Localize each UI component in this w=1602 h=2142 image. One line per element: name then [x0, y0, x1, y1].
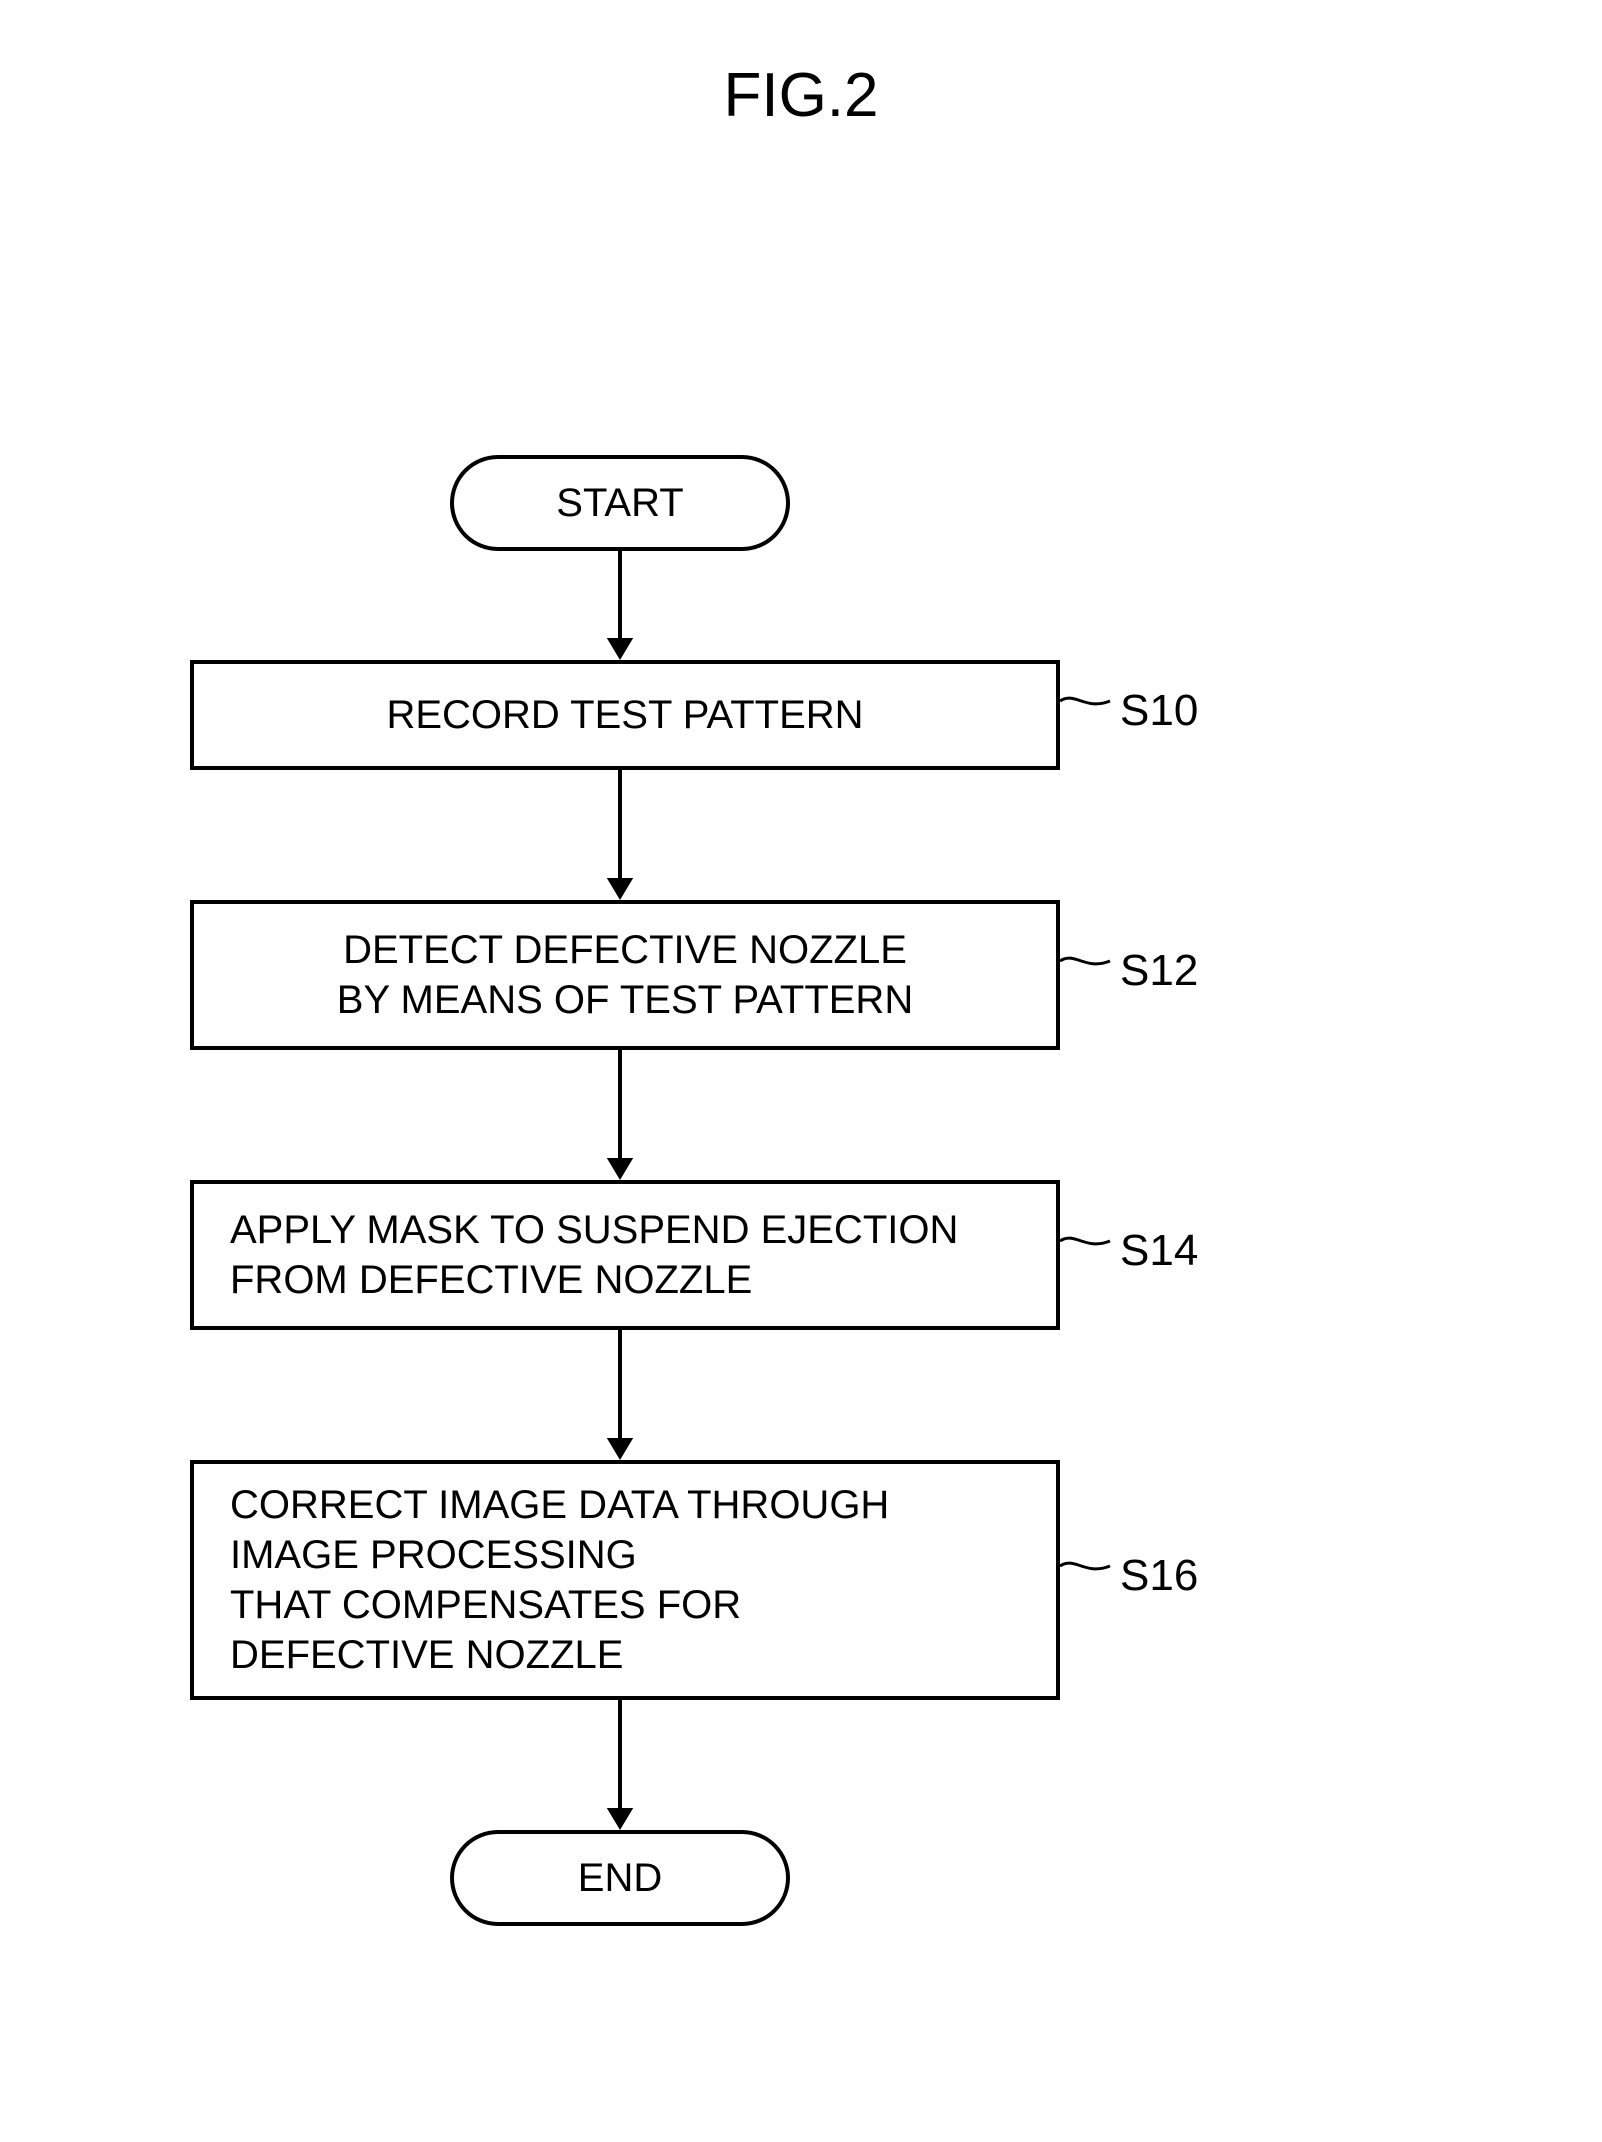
process-correct-image-data: CORRECT IMAGE DATA THROUGHIMAGE PROCESSI… — [190, 1460, 1060, 1700]
step-label-s16: S16 — [1120, 1551, 1198, 1601]
diagram-canvas: FIG.2 START RECORD TEST PATTERN DETECT D… — [0, 0, 1602, 2142]
arrow-layer — [0, 0, 1602, 2142]
figure-title: FIG.2 — [723, 60, 878, 131]
process-apply-mask: APPLY MASK TO SUSPEND EJECTIONFROM DEFEC… — [190, 1180, 1060, 1330]
process-text: APPLY MASK TO SUSPEND EJECTIONFROM DEFEC… — [194, 1205, 994, 1305]
process-text: CORRECT IMAGE DATA THROUGHIMAGE PROCESSI… — [194, 1480, 925, 1680]
start-terminal: START — [450, 455, 790, 551]
process-text: RECORD TEST PATTERN — [350, 690, 899, 740]
start-label: START — [556, 481, 683, 526]
end-label: END — [578, 1856, 662, 1901]
step-label-s10: S10 — [1120, 686, 1198, 736]
process-text: DETECT DEFECTIVE NOZZLEBY MEANS OF TEST … — [301, 925, 949, 1025]
step-label-s14: S14 — [1120, 1226, 1198, 1276]
process-detect-defective-nozzle: DETECT DEFECTIVE NOZZLEBY MEANS OF TEST … — [190, 900, 1060, 1050]
step-label-s12: S12 — [1120, 946, 1198, 996]
end-terminal: END — [450, 1830, 790, 1926]
process-record-test-pattern: RECORD TEST PATTERN — [190, 660, 1060, 770]
